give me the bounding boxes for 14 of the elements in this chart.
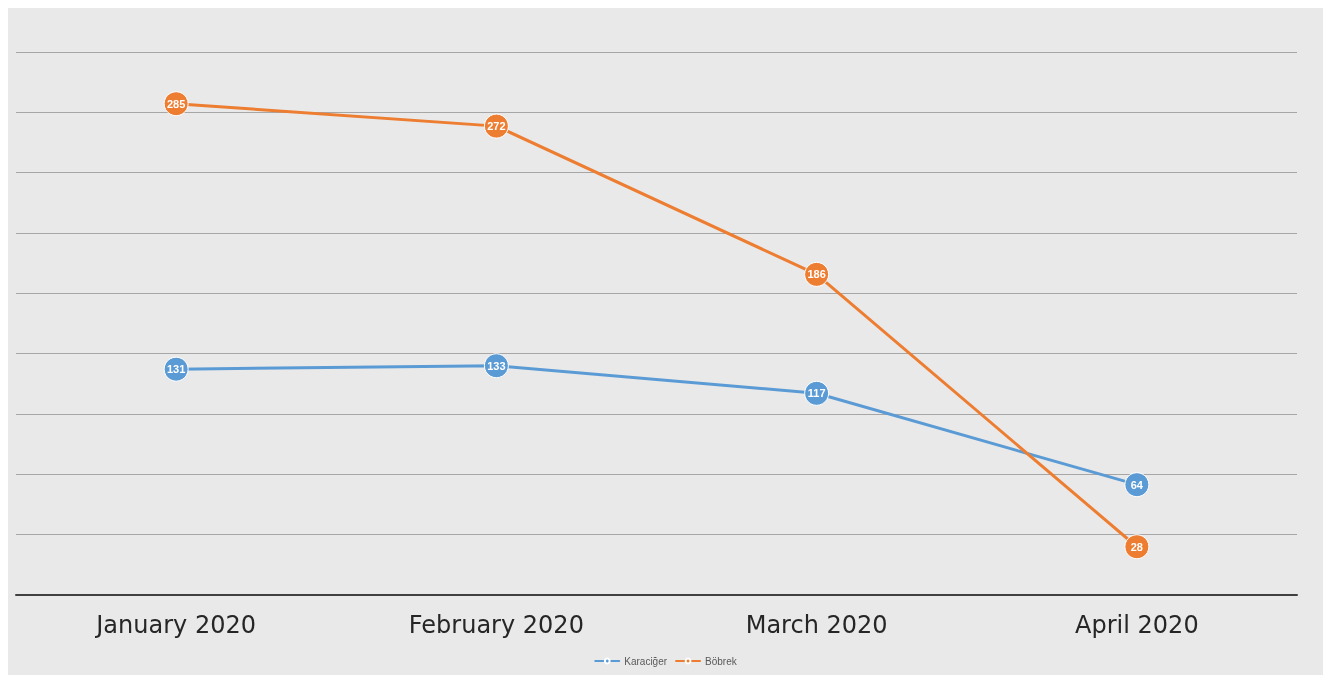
data-label: 285 [166,97,186,110]
data-label: 131 [166,363,186,376]
data-label: 133 [487,359,506,372]
data-label: 117 [807,387,826,400]
x-tick-label: February 2020 [408,611,584,639]
data-label: 272 [487,120,506,133]
legend-label: Böbrek [705,655,738,667]
x-tick-label: January 2020 [94,611,256,639]
data-label: 186 [807,268,826,281]
data-label: 28 [1130,540,1143,553]
x-tick-label: March 2020 [745,611,888,639]
x-tick-label: April 2020 [1075,611,1199,639]
data-label: 64 [1130,478,1144,491]
legend-label: Karaciğer [624,655,668,667]
